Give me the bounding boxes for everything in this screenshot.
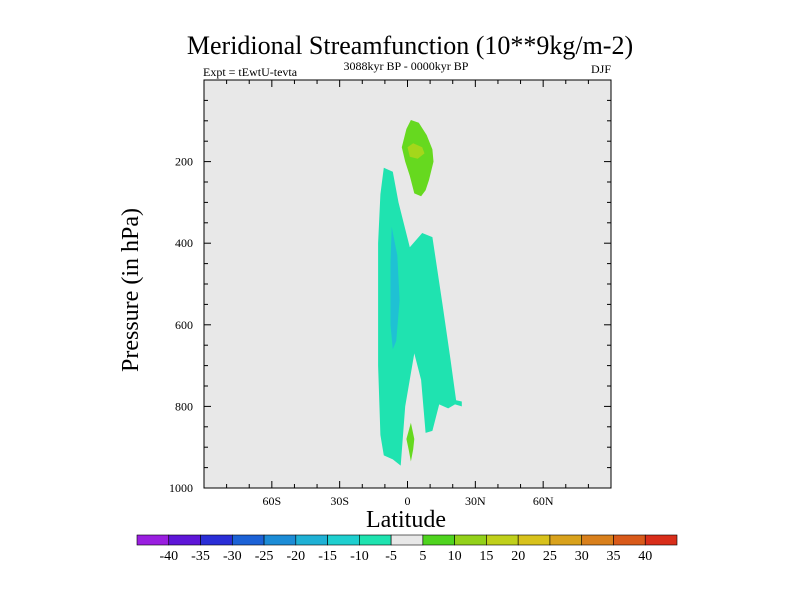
x-tick-label: 0 <box>405 494 411 508</box>
colorbar-swatch <box>168 534 201 546</box>
y-tick-label: 800 <box>175 399 193 413</box>
experiment-label: Expt = tEwtU-tevta <box>203 65 298 79</box>
colorbar-swatch <box>327 534 360 546</box>
colorbar-label: -10 <box>350 549 369 564</box>
x-tick-label: 30S <box>330 494 349 508</box>
x-tick-label: 30N <box>465 494 486 508</box>
y-tick-label: 1000 <box>169 481 193 495</box>
contour-region-1 <box>390 226 400 350</box>
season-label: DJF <box>591 62 611 76</box>
chart-title: Meridional Streamfunction (10**9kg/m-2) <box>187 31 633 60</box>
colorbar: -40 -35 -30 -25 -20 -15 -10 -5 5 10 15 20 25 30 35 40 <box>136 534 678 564</box>
colorbar-swatch <box>613 534 646 546</box>
contour-region-4 <box>406 422 415 462</box>
colorbar-swatch <box>422 534 455 546</box>
colorbar-label: -25 <box>255 549 274 564</box>
colorbar-swatch <box>581 534 614 546</box>
colorbar-label: -40 <box>159 549 178 564</box>
colorbar-swatch <box>454 534 487 546</box>
colorbar-swatch <box>644 534 678 546</box>
colorbar-label: 5 <box>419 549 426 564</box>
axis-ticks: 60S 30S 0 30N 60N 200 400 600 800 1000 <box>169 80 611 508</box>
x-axis-label: Latitude <box>366 507 446 533</box>
colorbar-swatch <box>231 534 265 546</box>
colorbar-swatch <box>359 534 392 546</box>
colorbar-swatch <box>486 534 519 546</box>
colorbar-label: 20 <box>511 549 525 564</box>
x-tick-label: 60N <box>533 494 554 508</box>
colorbar-label: 35 <box>607 549 621 564</box>
contour-region-3 <box>407 143 425 159</box>
colorbar-label: 10 <box>448 549 462 564</box>
y-tick-label: 200 <box>175 155 193 169</box>
y-tick-label: 400 <box>175 236 193 250</box>
colorbar-label: -30 <box>223 549 242 564</box>
y-axis-label: Pressure (in hPa) <box>118 208 144 372</box>
colorbar-label: 15 <box>479 549 493 564</box>
colorbar-label: -20 <box>286 549 305 564</box>
colorbar-swatch <box>390 534 424 546</box>
colorbar-swatch <box>517 534 551 546</box>
y-tick-label: 600 <box>175 318 193 332</box>
colorbar-swatch <box>295 534 328 546</box>
colorbar-label: -35 <box>191 549 210 564</box>
colorbar-label: 25 <box>543 549 557 564</box>
contour-region-0 <box>378 167 462 466</box>
colorbar-swatch <box>263 534 297 546</box>
colorbar-label: -15 <box>318 549 337 564</box>
colorbar-swatch <box>200 534 233 546</box>
colorbar-label: -5 <box>385 549 397 564</box>
period-label: 3088kyr BP - 0000kyr BP <box>344 59 469 73</box>
colorbar-label: 40 <box>638 549 652 564</box>
colorbar-swatch <box>549 534 583 546</box>
contour-regions <box>378 120 462 466</box>
colorbar-label: 30 <box>575 549 589 564</box>
x-tick-label: 60S <box>262 494 281 508</box>
colorbar-swatch <box>136 534 170 546</box>
